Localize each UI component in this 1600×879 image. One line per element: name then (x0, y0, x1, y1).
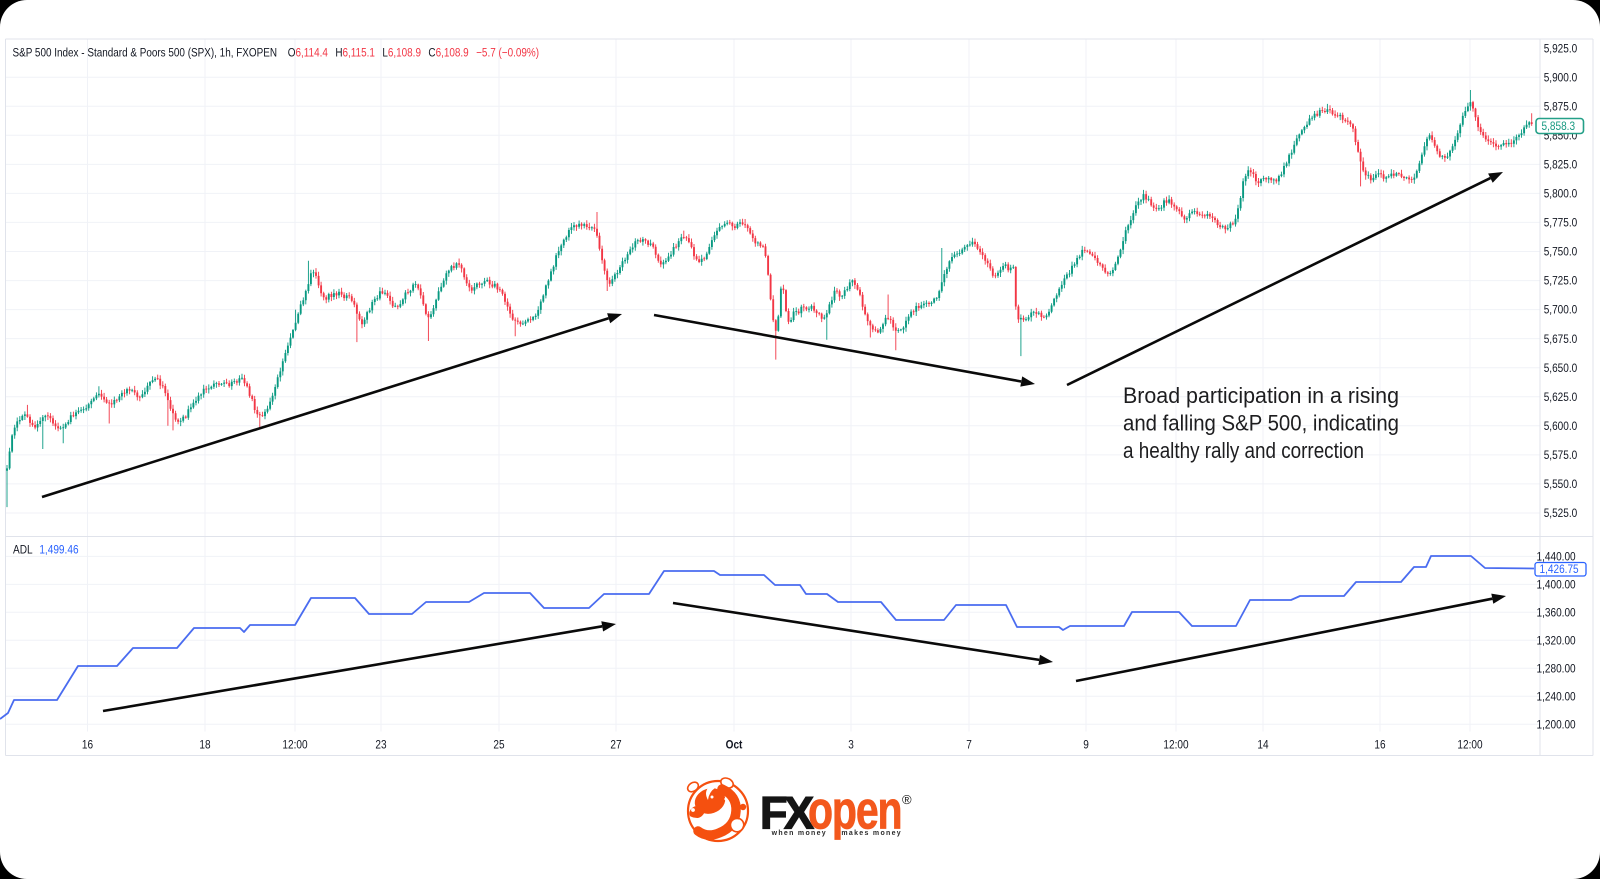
svg-text:S&P 500 Index - Standard & Poo: S&P 500 Index - Standard & Poors 500 (SP… (13, 47, 540, 60)
svg-text:1,320.00: 1,320.00 (1537, 635, 1576, 648)
svg-text:27: 27 (610, 739, 621, 752)
svg-text:Oct: Oct (726, 739, 743, 752)
svg-text:5,575.0: 5,575.0 (1544, 449, 1578, 462)
svg-text:25: 25 (493, 739, 504, 752)
svg-text:12:00: 12:00 (282, 739, 307, 752)
svg-text:1,400.00: 1,400.00 (1537, 579, 1576, 592)
svg-text:5,825.0: 5,825.0 (1544, 159, 1578, 172)
svg-text:5,800.0: 5,800.0 (1544, 188, 1578, 201)
svg-text:makes money: makes money (841, 830, 902, 837)
svg-text:5,775.0: 5,775.0 (1544, 217, 1578, 230)
svg-text:12:00: 12:00 (1163, 739, 1188, 752)
svg-text:5,650.0: 5,650.0 (1544, 362, 1578, 375)
svg-text:5,875.0: 5,875.0 (1544, 101, 1578, 114)
svg-text:16: 16 (1374, 739, 1385, 752)
svg-text:23: 23 (375, 739, 386, 752)
svg-text:and falling S&P 500, indicatin: and falling S&P 500, indicating (1123, 411, 1399, 436)
svg-text:9: 9 (1083, 739, 1089, 752)
svg-text:5,750.0: 5,750.0 (1544, 246, 1578, 259)
svg-text:1,426.75: 1,426.75 (1540, 563, 1579, 576)
svg-text:a healthy rally and correction: a healthy rally and correction (1123, 438, 1364, 463)
svg-text:16: 16 (82, 739, 93, 752)
svg-text:12:00: 12:00 (1457, 739, 1482, 752)
svg-text:®: ® (902, 792, 912, 807)
svg-text:1,200.00: 1,200.00 (1537, 719, 1576, 732)
svg-text:5,625.0: 5,625.0 (1544, 391, 1578, 404)
svg-text:5,900.0: 5,900.0 (1544, 72, 1578, 85)
svg-text:3: 3 (848, 739, 854, 752)
svg-text:5,525.0: 5,525.0 (1544, 508, 1578, 521)
svg-text:5,725.0: 5,725.0 (1544, 275, 1578, 288)
svg-text:5,675.0: 5,675.0 (1544, 333, 1578, 346)
svg-text:14: 14 (1257, 739, 1268, 752)
svg-text:1,360.00: 1,360.00 (1537, 607, 1576, 620)
svg-text:open: open (808, 781, 901, 841)
svg-text:5,700.0: 5,700.0 (1544, 304, 1578, 317)
svg-text:5,600.0: 5,600.0 (1544, 420, 1578, 433)
svg-text:1,240.00: 1,240.00 (1537, 691, 1576, 704)
svg-text:5,858.3: 5,858.3 (1542, 120, 1576, 133)
svg-text:7: 7 (966, 739, 972, 752)
svg-text:1,440.00: 1,440.00 (1537, 551, 1576, 564)
svg-text:1,280.00: 1,280.00 (1537, 663, 1576, 676)
svg-text:FX: FX (760, 788, 814, 839)
svg-text:Broad participation in a risin: Broad participation in a rising (1123, 383, 1399, 408)
svg-text:5,925.0: 5,925.0 (1544, 43, 1578, 56)
svg-text:5,550.0: 5,550.0 (1544, 478, 1578, 491)
svg-text:18: 18 (199, 739, 210, 752)
svg-text:when money: when money (771, 830, 827, 837)
